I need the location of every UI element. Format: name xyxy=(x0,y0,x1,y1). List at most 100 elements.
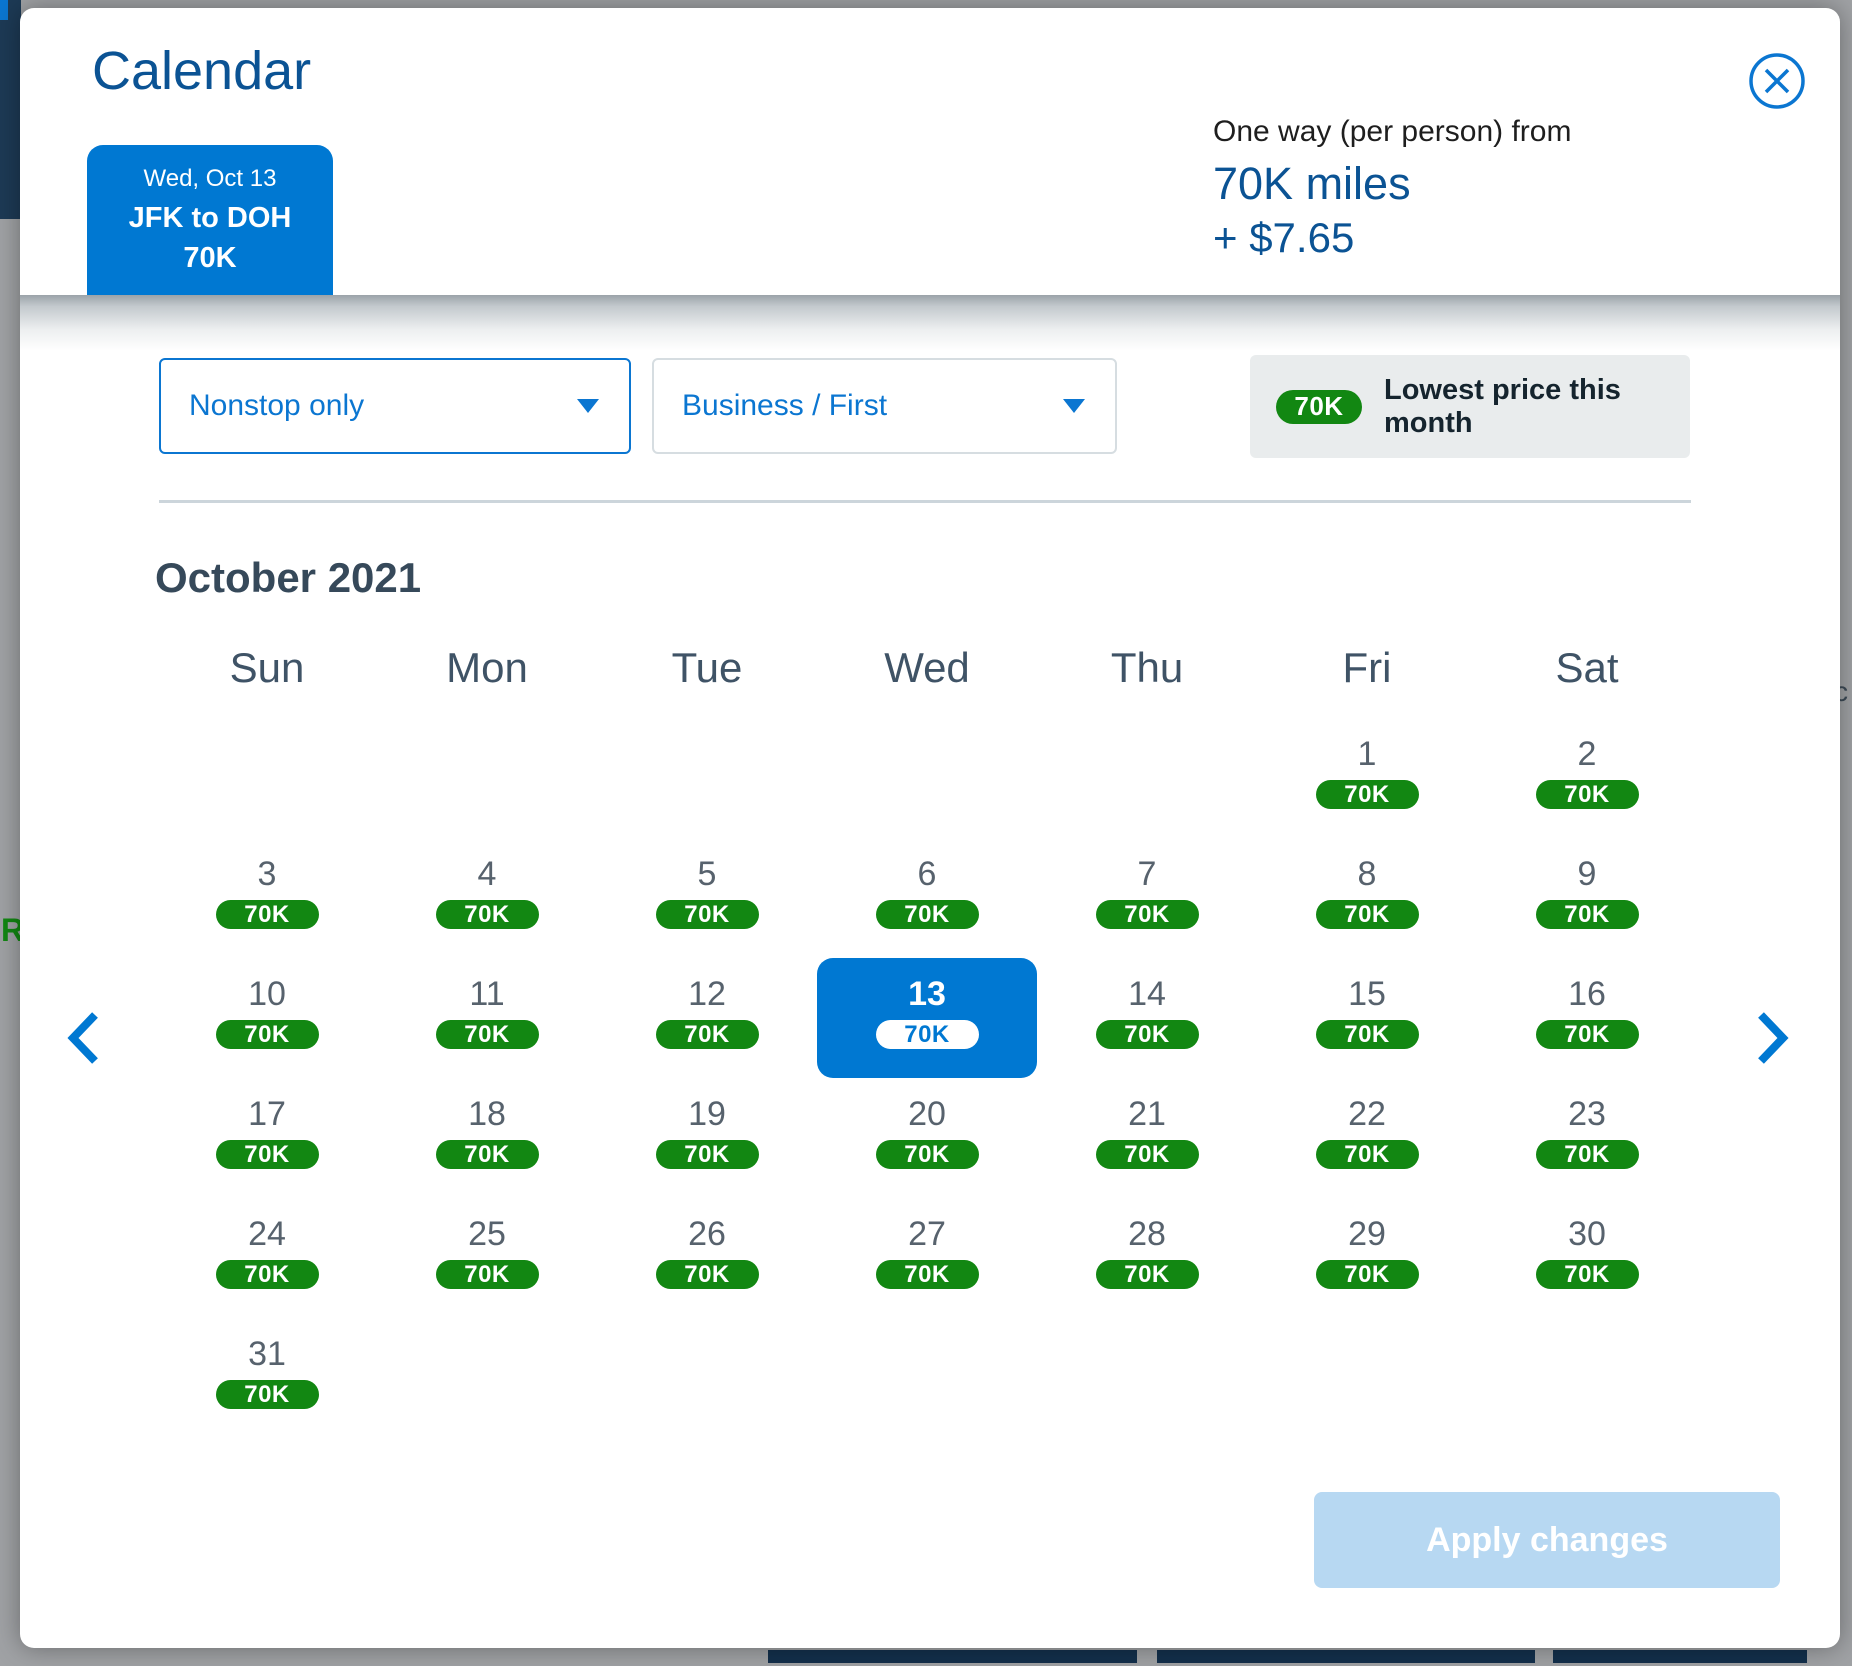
next-month-button[interactable] xyxy=(1750,1008,1794,1068)
calendar-day-cell[interactable]: 31 70K xyxy=(157,1318,377,1438)
price-pill: 70K xyxy=(1315,1020,1419,1049)
calendar-day-cell[interactable]: 8 70K xyxy=(1257,838,1477,958)
background-page-footer-bar xyxy=(768,1650,1137,1663)
background-page-footer-bar xyxy=(1157,1650,1535,1663)
background-page-fragment: R xyxy=(1,912,20,948)
day-number: 4 xyxy=(477,855,497,893)
calendar-day-cell[interactable]: 21 70K xyxy=(1037,1078,1257,1198)
calendar-day-cell[interactable]: 1 70K xyxy=(1257,718,1477,838)
calendar-day-cell[interactable]: 24 70K xyxy=(157,1198,377,1318)
day-number: 13 xyxy=(908,975,946,1013)
calendar-day-cell[interactable]: 26 70K xyxy=(597,1198,817,1318)
background-page-fragment xyxy=(0,0,8,20)
price-pill: 70K xyxy=(1535,780,1639,809)
calendar-day-cell[interactable]: 15 70K xyxy=(1257,958,1477,1078)
calendar-day-cell[interactable]: 9 70K xyxy=(1477,838,1697,958)
price-pill: 70K xyxy=(1315,1140,1419,1169)
day-number: 24 xyxy=(248,1215,286,1253)
price-pill: 70K xyxy=(215,1140,319,1169)
price-pill: 70K xyxy=(655,1140,759,1169)
day-number: 27 xyxy=(908,1215,946,1253)
day-header-wed: Wed xyxy=(884,644,970,691)
calendar-day-cell[interactable]: 25 70K xyxy=(377,1198,597,1318)
price-pill: 70K xyxy=(435,1020,539,1049)
price-pill: 70K xyxy=(1095,900,1199,929)
day-number: 29 xyxy=(1348,1215,1386,1253)
day-number: 19 xyxy=(688,1095,726,1133)
chevron-down-icon xyxy=(1063,399,1085,413)
calendar-day-cell[interactable]: 20 70K xyxy=(817,1078,1037,1198)
stops-dropdown[interactable]: Nonstop only xyxy=(159,358,631,454)
day-number: 14 xyxy=(1128,975,1166,1013)
day-number: 23 xyxy=(1568,1095,1606,1133)
calendar-day-cell[interactable]: 22 70K xyxy=(1257,1078,1477,1198)
price-pill: 70K xyxy=(215,900,319,929)
day-number: 21 xyxy=(1128,1095,1166,1133)
price-pill: 70K xyxy=(1535,1260,1639,1289)
calendar-day-cell[interactable]: 14 70K xyxy=(1037,958,1257,1078)
day-headers-row: Sun Mon Tue Wed Thu Fri Sat xyxy=(157,644,1697,696)
summary-fees: + $7.65 xyxy=(1213,214,1355,261)
price-pill: 70K xyxy=(1315,1260,1419,1289)
price-pill: 70K xyxy=(655,1260,759,1289)
calendar-day-cell[interactable]: 28 70K xyxy=(1037,1198,1257,1318)
calendar-day-cell[interactable]: 27 70K xyxy=(817,1198,1037,1318)
calendar-day-cell[interactable]: 6 70K xyxy=(817,838,1037,958)
calendar-day-cell[interactable]: 30 70K xyxy=(1477,1198,1697,1318)
stops-dropdown-value: Nonstop only xyxy=(189,389,365,422)
day-number: 5 xyxy=(697,855,717,893)
close-icon xyxy=(1746,53,1808,115)
calendar-day-cell[interactable]: 3 70K xyxy=(157,838,377,958)
page-title: Calendar xyxy=(92,41,312,101)
month-title: October 2021 xyxy=(155,554,422,601)
calendar-day-cell[interactable]: 16 70K xyxy=(1477,958,1697,1078)
calendar-day-cell[interactable]: 5 70K xyxy=(597,838,817,958)
price-pill: 70K xyxy=(875,1260,979,1289)
calendar-day-cell-selected[interactable]: 13 70K xyxy=(817,958,1037,1078)
lowest-price-legend: 70K Lowest price this month xyxy=(1250,355,1690,458)
trip-price-label: 70K xyxy=(183,242,237,274)
close-button[interactable] xyxy=(1746,50,1808,112)
trip-route-label: JFK to DOH xyxy=(128,202,292,234)
apply-changes-button[interactable]: Apply changes xyxy=(1314,1492,1780,1588)
price-pill: 70K xyxy=(215,1260,319,1289)
calendar-day-cell[interactable]: 19 70K xyxy=(597,1078,817,1198)
calendar-day-cell[interactable]: 10 70K xyxy=(157,958,377,1078)
calendar-day-cell[interactable]: 12 70K xyxy=(597,958,817,1078)
legend-label: Lowest price this month xyxy=(1384,373,1621,439)
selected-trip-tab[interactable]: Wed, Oct 13 JFK to DOH 70K xyxy=(87,145,333,295)
calendar-day-cell[interactable]: 23 70K xyxy=(1477,1078,1697,1198)
day-number: 1 xyxy=(1357,735,1377,773)
day-number: 31 xyxy=(248,1335,286,1373)
price-pill: 70K xyxy=(435,1260,539,1289)
summary-label: One way (per person) from xyxy=(1213,115,1572,148)
cabin-dropdown[interactable]: Business / First xyxy=(652,358,1117,454)
cabin-dropdown-value: Business / First xyxy=(682,389,888,422)
price-pill: 70K xyxy=(1535,900,1639,929)
calendar-day-cell[interactable]: 4 70K xyxy=(377,838,597,958)
price-pill: 70K xyxy=(435,900,539,929)
day-number: 25 xyxy=(468,1215,506,1253)
calendar-day-cell[interactable]: 11 70K xyxy=(377,958,597,1078)
calendar-day-cell[interactable]: 29 70K xyxy=(1257,1198,1477,1318)
calendar-grid: 1 70K 2 70K 3 70K 4 70K 5 70K 6 70K 7 70K 8 70K 9 70K 10 70… xyxy=(157,718,1697,1438)
day-number: 10 xyxy=(248,975,286,1013)
price-pill: 70K xyxy=(1315,900,1419,929)
day-header-mon: Mon xyxy=(446,644,528,691)
day-header-sat: Sat xyxy=(1555,644,1619,691)
day-number: 26 xyxy=(688,1215,726,1253)
calendar-day-cell[interactable]: 18 70K xyxy=(377,1078,597,1198)
calendar-day-cell[interactable]: 7 70K xyxy=(1037,838,1257,958)
filter-divider xyxy=(159,500,1691,503)
chevron-right-icon xyxy=(1750,1012,1794,1071)
price-pill: 70K xyxy=(1315,780,1419,809)
day-header-thu: Thu xyxy=(1110,644,1184,691)
calendar-day-cell[interactable]: 17 70K xyxy=(157,1078,377,1198)
calendar-day-cell[interactable]: 2 70K xyxy=(1477,718,1697,838)
day-number: 16 xyxy=(1568,975,1606,1013)
previous-month-button[interactable] xyxy=(62,1008,106,1068)
chevron-down-icon xyxy=(577,399,599,413)
price-summary: One way (per person) from 70K miles + $7… xyxy=(1213,112,1571,264)
price-pill: 70K xyxy=(215,1380,319,1409)
chevron-left-icon xyxy=(62,1012,106,1071)
